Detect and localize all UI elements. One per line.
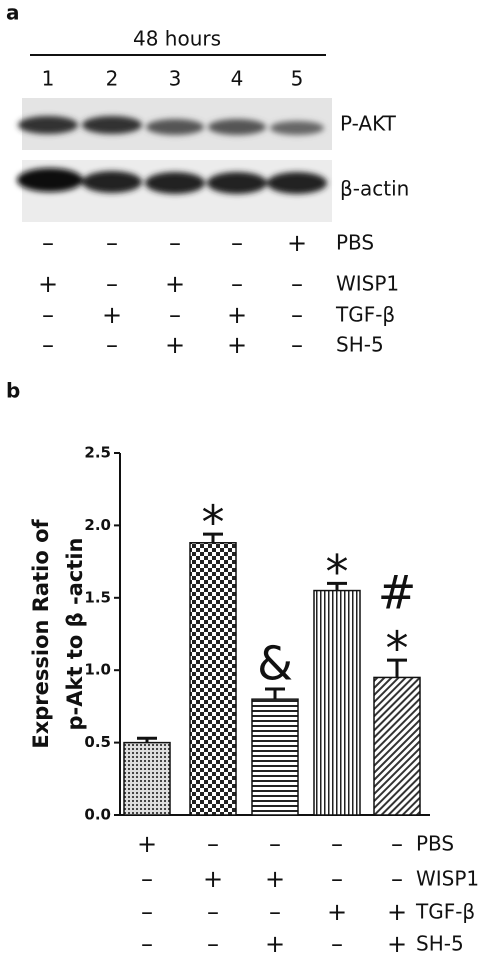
lane-label: 5 — [291, 67, 304, 91]
condition-sign: + — [265, 930, 285, 958]
y-tick-label: 0.0 — [84, 806, 111, 824]
bar — [252, 699, 298, 815]
condition-sign: + — [387, 930, 407, 958]
condition-sign: + — [287, 229, 307, 257]
condition-sign: – — [207, 830, 219, 858]
condition-sign: – — [207, 898, 219, 926]
condition-sign: – — [169, 229, 181, 257]
bar — [314, 591, 360, 815]
condition-sign: – — [106, 270, 118, 298]
condition-name: SH-5 — [416, 932, 464, 956]
condition-sign: + — [203, 865, 223, 893]
condition-sign: – — [141, 898, 153, 926]
panel-label: a — [6, 1, 20, 25]
condition-name: SH-5 — [336, 333, 384, 357]
bands — [17, 116, 327, 194]
condition-sign: – — [141, 930, 153, 958]
condition-sign: – — [231, 270, 243, 298]
condition-sign: – — [42, 301, 54, 329]
condition-sign: – — [169, 301, 181, 329]
condition-sign: – — [141, 865, 153, 893]
bar — [374, 677, 420, 815]
condition-sign: – — [391, 865, 403, 893]
condition-sign: – — [331, 865, 343, 893]
y-tick-label: 0.5 — [84, 733, 111, 751]
lane-label: 1 — [42, 67, 55, 91]
condition-sign: – — [291, 301, 303, 329]
error-bar — [265, 689, 285, 699]
condition-name: WISP1 — [336, 272, 399, 296]
annotation: * — [326, 545, 349, 599]
condition-sign: + — [387, 898, 407, 926]
y-tick-label: 1.5 — [84, 588, 111, 606]
condition-sign: – — [291, 331, 303, 359]
condition-sign: – — [391, 830, 403, 858]
annotation: * — [386, 622, 409, 676]
condition-name: PBS — [416, 832, 454, 856]
y-axis-label: Expression Ratio of — [29, 518, 53, 748]
condition-sign: – — [42, 229, 54, 257]
condition-name: TGF-β — [335, 303, 395, 327]
condition-sign: – — [331, 830, 343, 858]
y-tick-label: 2.0 — [84, 516, 111, 534]
condition-sign: – — [269, 830, 281, 858]
blot-label: β-actin — [340, 177, 409, 201]
condition-sign: – — [106, 229, 118, 257]
condition-sign: – — [42, 331, 54, 359]
annotation: & — [257, 637, 293, 691]
condition-sign: + — [327, 898, 347, 926]
panel-label: b — [6, 379, 20, 403]
condition-name: WISP1 — [416, 867, 479, 891]
condition-sign: + — [227, 331, 247, 359]
condition-sign: – — [207, 930, 219, 958]
lane-label: 4 — [231, 67, 244, 91]
annotation: # — [378, 566, 417, 620]
condition-name: TGF-β — [415, 900, 475, 924]
condition-name: PBS — [336, 231, 374, 255]
y-axis-label: p-Akt to β -actin — [63, 538, 87, 731]
header: 48 hours — [133, 27, 221, 51]
y-tick-label: 1.0 — [84, 661, 111, 679]
blot-label: P-AKT — [340, 112, 397, 136]
condition-sign: + — [137, 830, 157, 858]
condition-sign: – — [269, 898, 281, 926]
condition-sign: + — [102, 301, 122, 329]
condition-sign: + — [38, 270, 58, 298]
condition-sign: + — [265, 865, 285, 893]
annotation: * — [202, 496, 225, 550]
condition-sign: – — [291, 270, 303, 298]
bar — [190, 543, 236, 815]
condition-sign: + — [227, 301, 247, 329]
condition-sign: – — [331, 930, 343, 958]
bar — [124, 743, 170, 815]
condition-sign: + — [165, 331, 185, 359]
condition-sign: + — [165, 270, 185, 298]
figure: a 48 hours b 12345P-AKTβ-actinPBS––––+WI… — [0, 0, 501, 971]
lane-label: 2 — [106, 67, 119, 91]
condition-sign: – — [106, 331, 118, 359]
y-tick-label: 2.5 — [84, 444, 111, 462]
lane-label: 3 — [169, 67, 182, 91]
condition-sign: – — [231, 229, 243, 257]
